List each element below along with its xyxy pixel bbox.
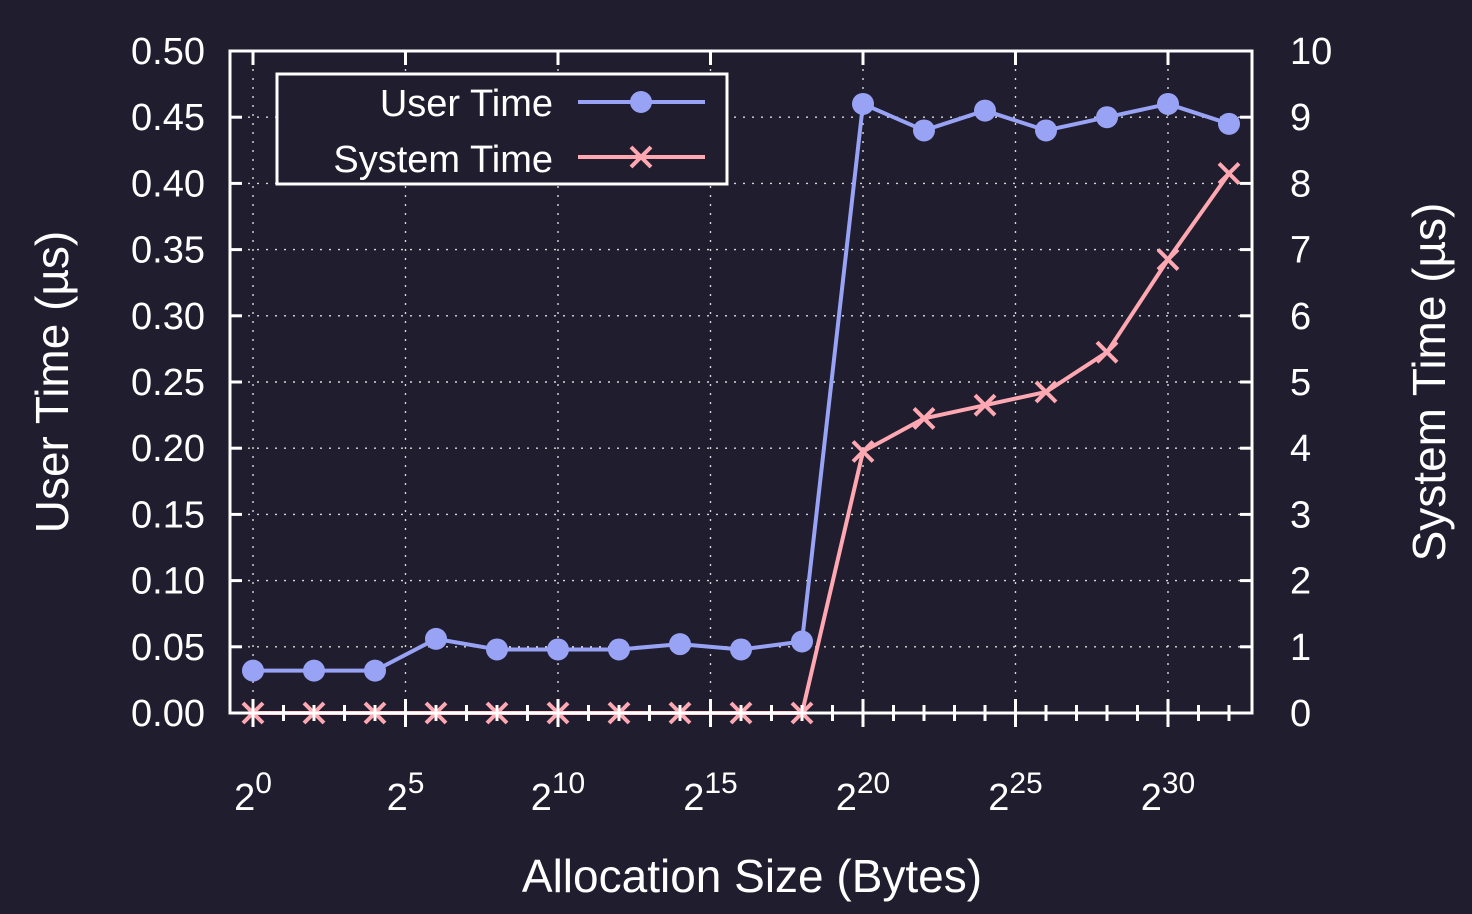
data-point <box>973 393 997 417</box>
data-point <box>1217 162 1241 185</box>
x-axis-title: Allocation Size (Bytes) <box>522 850 982 902</box>
y-tick-label: 0.50 <box>131 31 205 73</box>
x-tick-label: 225 <box>988 767 1043 819</box>
data-point <box>1218 112 1240 135</box>
legend-marker-system-time <box>629 145 653 169</box>
data-point <box>1095 340 1119 364</box>
y-tick-label: 0.15 <box>131 494 205 536</box>
labels-layer: 0.00 0 0.05 1 0.10 2 0.15 3 0.20 4 0.25 5 0.30 6 0.35 7… <box>131 31 1332 819</box>
y2-axis-title: System Time (µs) <box>1403 203 1455 562</box>
data-point <box>669 633 691 656</box>
y2-tick-label: 8 <box>1290 163 1311 205</box>
x-tick-label: 210 <box>531 767 586 819</box>
x-tick-label: 20 <box>234 767 272 819</box>
y2-tick-label: 0 <box>1290 693 1311 735</box>
data-point <box>364 659 386 682</box>
y-tick-label: 0.45 <box>131 97 205 139</box>
series-line-system-time <box>253 172 1231 715</box>
legend-marker-user-time <box>630 91 652 113</box>
y2-tick-label: 7 <box>1290 230 1311 272</box>
y2-tick-label: 2 <box>1290 561 1311 603</box>
data-point <box>913 119 935 142</box>
y2-tick-label: 6 <box>1290 296 1311 338</box>
data-point <box>1157 92 1179 115</box>
y-tick-label: 0.35 <box>131 230 205 272</box>
data-point <box>242 659 264 682</box>
data-point <box>852 92 874 115</box>
data-point <box>425 627 447 650</box>
y-tick-label: 0.40 <box>131 163 205 205</box>
data-point <box>1156 248 1180 271</box>
data-point <box>1034 380 1058 404</box>
data-point <box>1096 106 1118 129</box>
legend-label-system-time: System Time <box>333 139 553 181</box>
data-point <box>486 638 508 661</box>
data-point <box>791 630 813 653</box>
y2-tick-label: 3 <box>1290 494 1311 536</box>
x-tick-label: 25 <box>387 767 425 819</box>
legend: User Time System Time <box>275 72 729 186</box>
y-tick-label: 0.00 <box>131 693 205 735</box>
y-tick-label: 0.10 <box>131 561 205 603</box>
data-point <box>912 406 936 430</box>
y2-tick-label: 9 <box>1290 97 1311 139</box>
y2-tick-label: 4 <box>1290 428 1311 470</box>
data-point <box>730 638 752 661</box>
x-tick-label: 220 <box>836 767 891 819</box>
y2-tick-label: 1 <box>1290 627 1311 669</box>
y-tick-label: 0.20 <box>131 428 205 470</box>
y-tick-label: 0.25 <box>131 362 205 404</box>
data-point <box>1035 119 1057 142</box>
series-layer <box>241 92 1241 725</box>
y-tick-label: 0.05 <box>131 627 205 669</box>
x-tick-label: 215 <box>683 767 738 819</box>
y2-tick-label: 10 <box>1290 31 1332 73</box>
y-axis-title: User Time (µs) <box>26 231 78 534</box>
data-point <box>608 638 630 661</box>
x-tick-label: 230 <box>1141 767 1196 819</box>
y2-tick-label: 5 <box>1290 362 1311 404</box>
y-tick-label: 0.30 <box>131 296 205 338</box>
data-point <box>851 440 875 463</box>
data-point <box>547 638 569 661</box>
ticks-layer <box>230 49 1252 727</box>
data-point <box>974 99 996 122</box>
legend-label-user-time: User Time <box>380 83 553 125</box>
series-line-user-time <box>253 101 1230 673</box>
data-point <box>303 659 325 682</box>
